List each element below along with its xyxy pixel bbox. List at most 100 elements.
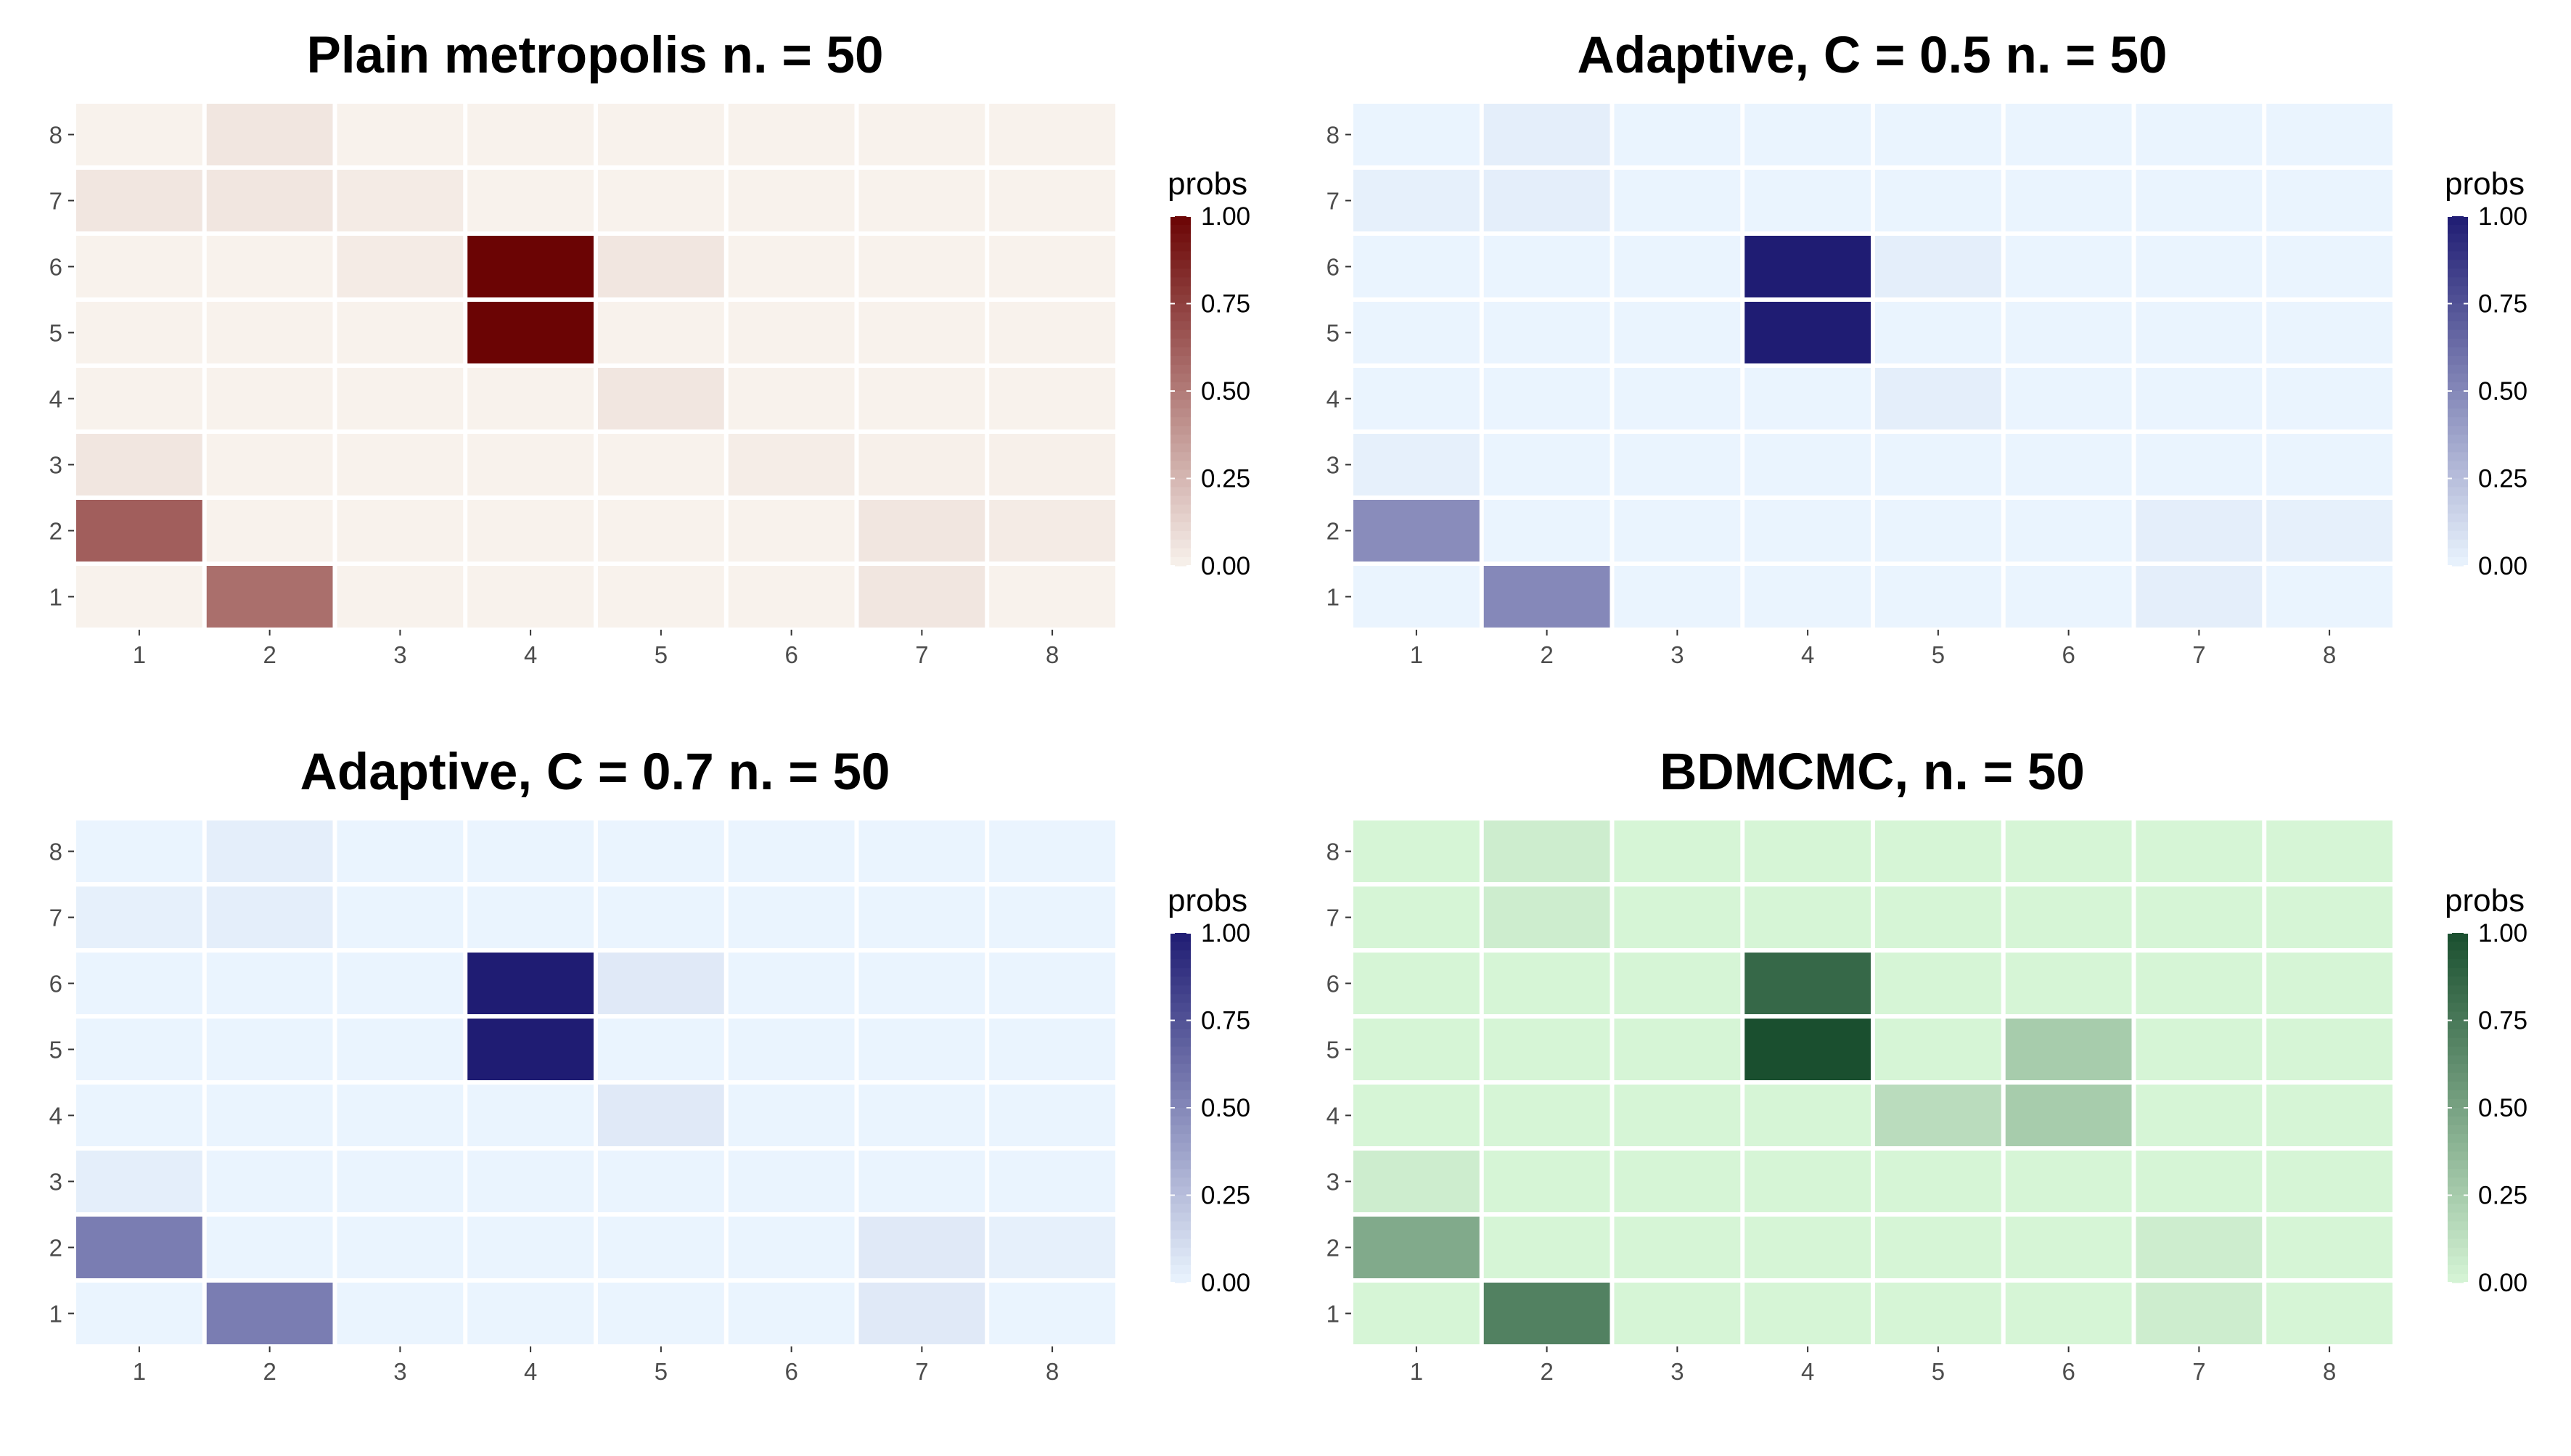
heatmap-cell — [2266, 104, 2392, 165]
x-tick-label: 7 — [915, 1358, 928, 1385]
heatmap-cell — [1353, 236, 1480, 297]
x-tick-label: 3 — [1670, 641, 1684, 668]
colorbar-segment — [1170, 1125, 1191, 1135]
heatmap-cell — [467, 1283, 594, 1344]
heatmap-cell — [728, 236, 855, 297]
heatmap-cell — [467, 434, 594, 495]
heatmap-cell — [467, 887, 594, 948]
colorbar-segment — [2448, 504, 2468, 514]
colorbar-segment — [1170, 1221, 1191, 1231]
heatmap-cell — [2266, 953, 2392, 1014]
colorbar-segment — [1170, 1055, 1191, 1065]
colorbar-segment — [1170, 251, 1191, 260]
heatmap-cell — [337, 368, 464, 429]
heatmap-cell — [2266, 500, 2392, 562]
colorbar-segment — [1170, 1204, 1191, 1214]
heatmap-cell — [76, 1217, 202, 1278]
heatmap-cell — [1483, 500, 1610, 562]
x-tick-label: 2 — [263, 1358, 276, 1385]
heatmap-cell — [76, 566, 202, 628]
heatmap-cell — [2136, 820, 2263, 882]
colorbar-segment — [1170, 1169, 1191, 1178]
legend-tick-label: 0.00 — [1201, 552, 1250, 580]
heatmap-cell — [1483, 1085, 1610, 1146]
heatmap-cell — [467, 953, 594, 1014]
colorbar-segment — [2448, 1204, 2468, 1214]
colorbar-segment — [2448, 539, 2468, 549]
colorbar-segment — [1170, 495, 1191, 506]
colorbar-segment — [1170, 242, 1191, 252]
heatmap-cell — [2136, 104, 2263, 165]
heatmap-cell — [989, 953, 1115, 1014]
legend-tick-label: 1.00 — [1201, 919, 1250, 947]
x-tick-label: 8 — [1046, 641, 1059, 668]
heatmap-cell — [2266, 1151, 2392, 1212]
heatmap-cell — [1483, 104, 1610, 165]
colorbar-segment — [1170, 277, 1191, 287]
heatmap-cell — [206, 368, 333, 429]
heatmap-cell — [2005, 566, 2132, 628]
x-tick-label: 5 — [1932, 641, 1945, 668]
colorbar-segment — [2448, 1256, 2468, 1266]
colorbar-segment — [1170, 295, 1191, 305]
heatmap-cell — [989, 820, 1115, 882]
colorbar-segment — [1170, 364, 1191, 374]
x-tick-label: 3 — [1670, 1358, 1684, 1385]
heatmap-cell — [467, 104, 594, 165]
x-tick-label: 6 — [784, 1358, 797, 1385]
heatmap-cell — [728, 820, 855, 882]
colorbar-segment — [1170, 1064, 1191, 1074]
legend-tick-label: 1.00 — [1201, 202, 1250, 231]
colorbar-segment — [2448, 443, 2468, 453]
x-tick-label: 1 — [1410, 1358, 1423, 1385]
colorbar-segment — [1170, 435, 1191, 444]
heatmap-cell — [337, 887, 464, 948]
y-tick-label: 6 — [49, 971, 62, 998]
heatmap-cell — [1875, 566, 2001, 628]
heatmap-cell — [1614, 1085, 1741, 1146]
y-tick-label: 6 — [1326, 971, 1340, 998]
heatmap-cell — [1353, 887, 1480, 948]
heatmap-cell — [206, 236, 333, 297]
colorbar-segment — [1170, 382, 1191, 392]
colorbar-segment — [2448, 1081, 2468, 1091]
colorbar-segment — [2448, 530, 2468, 540]
heatmap-cell — [598, 368, 724, 429]
colorbar-segment — [2448, 950, 2468, 960]
colorbar-segment — [2448, 1011, 2468, 1021]
heatmap-cell — [206, 887, 333, 948]
heatmap-cell — [728, 887, 855, 948]
heatmap-cell — [1614, 887, 1741, 948]
x-tick-label: 6 — [2062, 641, 2075, 668]
heatmap-cell — [2005, 1085, 2132, 1146]
colorbar-segment — [1170, 1186, 1191, 1196]
colorbar-segment — [1170, 400, 1191, 409]
heatmap-cell — [598, 170, 724, 231]
colorbar-segment — [2448, 1186, 2468, 1196]
x-tick-label: 1 — [133, 641, 146, 668]
heatmap-cell — [1614, 953, 1741, 1014]
colorbar-segment — [1170, 312, 1191, 322]
legend-tick-label: 0.50 — [1201, 1094, 1250, 1122]
heatmap-cell — [2266, 236, 2392, 297]
y-tick-label: 4 — [1326, 386, 1340, 413]
heatmap-cell — [858, 434, 985, 495]
heatmap-cell — [2136, 236, 2263, 297]
colorbar-segment — [2448, 1029, 2468, 1039]
colorbar-segment — [1170, 408, 1191, 418]
heatmap-cell — [337, 1085, 464, 1146]
colorbar-segment — [1170, 1238, 1191, 1249]
colorbar-segment — [2448, 1247, 2468, 1257]
heatmap-cell — [989, 1085, 1115, 1146]
legend-tick-label: 1.00 — [2478, 202, 2527, 231]
heatmap-cell — [1744, 1085, 1871, 1146]
heatmap-cell — [1614, 1283, 1741, 1344]
heatmap-cell — [467, 170, 594, 231]
heatmap-cell — [206, 953, 333, 1014]
heatmap-cell — [598, 104, 724, 165]
colorbar-segment — [1170, 556, 1191, 567]
colorbar-segment — [2448, 417, 2468, 427]
heatmap-cell — [728, 302, 855, 363]
heatmap-cell — [598, 434, 724, 495]
colorbar-segment — [1170, 522, 1191, 532]
